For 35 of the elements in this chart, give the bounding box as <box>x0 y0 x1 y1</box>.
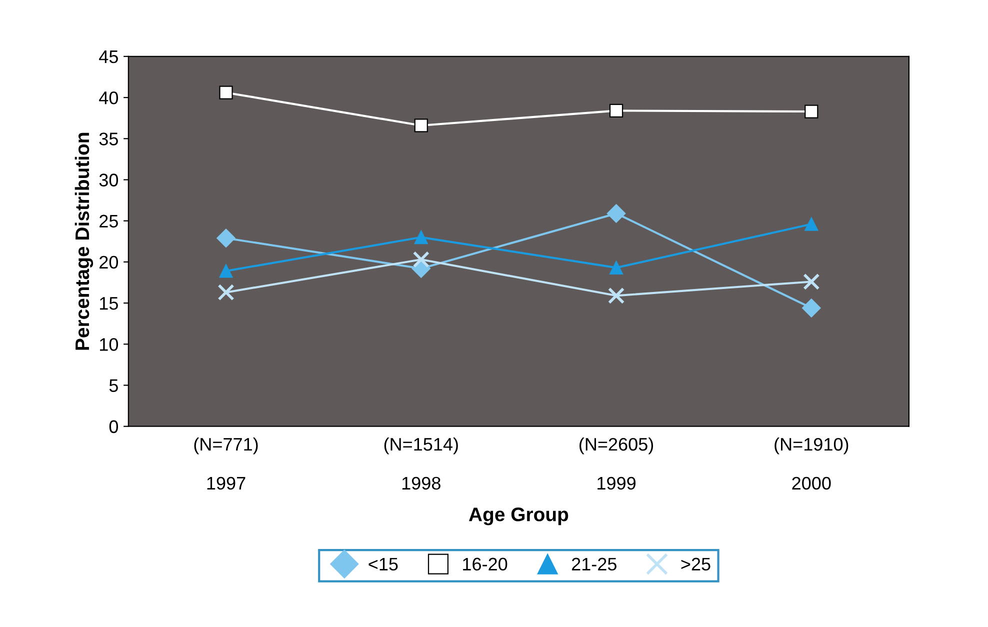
point <box>218 284 234 301</box>
point <box>608 287 625 304</box>
point <box>216 228 236 248</box>
y-tick-label: 10 <box>100 338 118 351</box>
x-axis-title: Age Group <box>468 508 568 526</box>
point <box>609 104 624 118</box>
y-tick-label: 5 <box>109 379 118 392</box>
y-tick-label: 0 <box>109 420 118 434</box>
y-tick-label: 45 <box>99 50 118 64</box>
y-tick-label: 40 <box>99 91 118 104</box>
point <box>414 118 428 132</box>
point <box>412 251 430 268</box>
point <box>803 273 820 290</box>
point <box>219 264 233 278</box>
point <box>802 298 821 318</box>
point <box>414 230 428 244</box>
point <box>804 104 818 118</box>
category-label: (N=1910) 2000 <box>774 437 848 490</box>
legend-label: >25 <box>681 558 710 571</box>
point <box>606 204 626 223</box>
legend-label: 21-25 <box>572 558 616 571</box>
legend-label: 16-20 <box>463 558 508 571</box>
y-tick-label: 15 <box>100 297 118 310</box>
y-tick-label: 35 <box>99 132 118 146</box>
category-label: (N=2605) 1999 <box>580 437 654 490</box>
y-tick-label: 30 <box>99 174 118 186</box>
legend-label: <15 <box>368 558 398 571</box>
point <box>609 260 624 275</box>
point <box>804 217 818 231</box>
y-axis-title: Percentage Distribution <box>74 132 94 350</box>
y-tick-label: 20 <box>100 256 118 269</box>
point <box>219 86 233 100</box>
category-label: (N=1514) 1998 <box>384 437 458 490</box>
category-label: (N=771) 1997 <box>194 437 258 490</box>
y-tick-label: 25 <box>100 214 118 228</box>
